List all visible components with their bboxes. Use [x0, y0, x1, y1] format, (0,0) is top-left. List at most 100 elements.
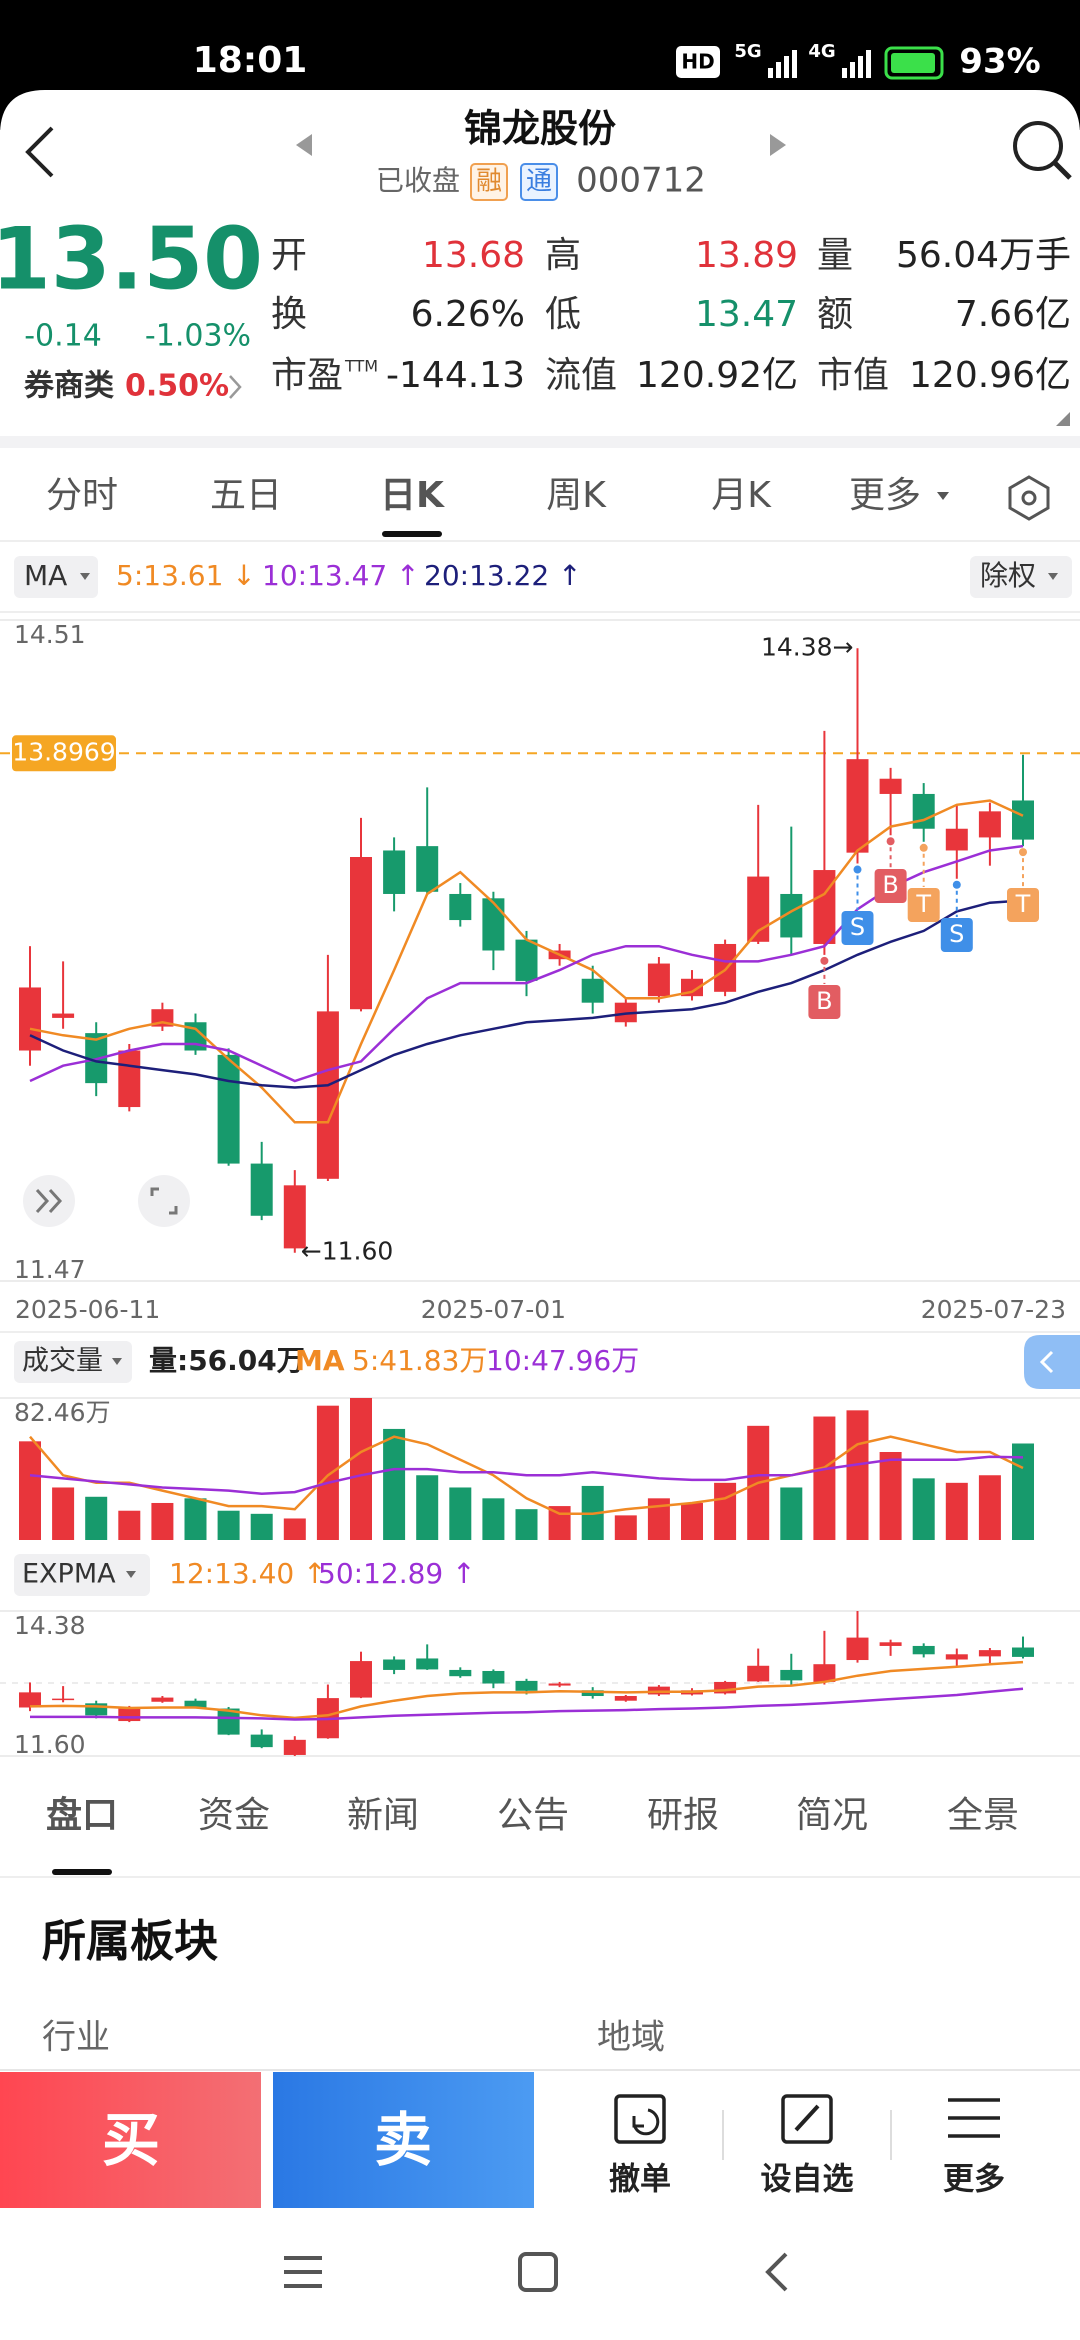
- x-tick-label: 2025-06-11: [15, 1295, 160, 1324]
- side-panel-tab[interactable]: [1024, 1335, 1080, 1389]
- nav-home[interactable]: [518, 2252, 558, 2292]
- section-label: 行业: [42, 2018, 110, 2058]
- volume-bar: [1012, 1443, 1034, 1540]
- signal-box: [940, 918, 973, 952]
- signal-dot: [820, 956, 829, 965]
- field-value: 120.96亿: [909, 355, 1071, 396]
- indicator-line: [29, 1660, 1024, 1720]
- watchlist-icon[interactable]: [781, 2094, 833, 2144]
- adjust-select[interactable]: [970, 556, 1072, 598]
- field-value: -144.13: [386, 355, 525, 396]
- cancel-icon[interactable]: [614, 2094, 666, 2144]
- fullscreen-button[interactable]: [138, 1175, 190, 1227]
- legend-entry: 5:41.83万: [352, 1344, 487, 1377]
- signal-label: B: [882, 871, 898, 899]
- prev-stock[interactable]: [296, 134, 312, 156]
- candle-body: [945, 828, 968, 851]
- field-label: 流值: [545, 355, 617, 396]
- reference-label: 13.8969: [12, 737, 115, 766]
- volume-bar: [52, 1487, 75, 1540]
- volume-bar: [250, 1513, 273, 1540]
- volume-bar: [19, 1441, 41, 1540]
- candle-body: [846, 1637, 869, 1661]
- candle-body: [780, 1669, 803, 1681]
- candle-body: [383, 850, 406, 894]
- field-value: 120.92亿: [636, 355, 798, 396]
- signal-dot: [853, 865, 862, 874]
- signal-box: [874, 869, 907, 903]
- expand-corner[interactable]: [1056, 412, 1070, 426]
- y-tick-label: 11.47: [14, 1255, 86, 1284]
- candle-body: [780, 893, 803, 938]
- y-tick-label: 11.60: [14, 1730, 86, 1759]
- info-tab[interactable]: 资金: [198, 1795, 270, 1836]
- volume-bar: [383, 1428, 406, 1540]
- period-tab[interactable]: 分时: [46, 475, 118, 516]
- candle-body: [581, 1690, 604, 1697]
- back-button[interactable]: [25, 126, 54, 178]
- period-tabs: 分时 五日 日K 周K 月K 更多: [46, 475, 921, 516]
- candle-body: [482, 1670, 505, 1684]
- indicator-line: [30, 1687, 1024, 1721]
- candle-body: [548, 1683, 571, 1686]
- candle-body: [714, 943, 737, 992]
- signal-2: [842, 50, 871, 78]
- period-tab[interactable]: 月K: [711, 475, 772, 516]
- buy-button[interactable]: [0, 2072, 261, 2208]
- collapse-button[interactable]: [23, 1175, 75, 1227]
- indicator-select[interactable]: [14, 556, 98, 598]
- info-tab[interactable]: 研报: [647, 1795, 719, 1836]
- adjust-name: 除权: [980, 559, 1036, 592]
- clock: 18:01: [193, 40, 308, 81]
- signal-box: [841, 911, 874, 945]
- action-label[interactable]: 撤单: [609, 2162, 671, 2198]
- more-icon[interactable]: [948, 2098, 1000, 2138]
- action-label[interactable]: 设自选: [761, 2162, 854, 2198]
- info-tab[interactable]: 全景: [947, 1795, 1019, 1836]
- net-4g: 4G: [808, 41, 835, 62]
- signal-dot: [886, 837, 895, 846]
- sector-arrow[interactable]: [229, 375, 242, 399]
- nav-back[interactable]: [765, 2252, 788, 2292]
- signal-box: [907, 888, 940, 922]
- candle-body: [912, 1645, 935, 1655]
- period-tab[interactable]: 五日: [210, 475, 282, 516]
- period-tab[interactable]: 日K: [380, 475, 445, 516]
- info-tab[interactable]: 新闻: [347, 1795, 419, 1836]
- candle-body: [350, 857, 372, 1010]
- next-stock[interactable]: [770, 134, 786, 156]
- volume-select[interactable]: [14, 1341, 132, 1383]
- volume-bar: [85, 1496, 108, 1540]
- info-tab[interactable]: 公告: [497, 1795, 569, 1836]
- expma-select[interactable]: [14, 1554, 150, 1596]
- extreme-label: 14.38→: [761, 632, 854, 661]
- market-status: 已收盘: [376, 164, 460, 197]
- period-tab[interactable]: 周K: [546, 475, 607, 516]
- volume-indicator: 成交量: [22, 1346, 103, 1377]
- sell-button[interactable]: [273, 2072, 534, 2208]
- candle-body: [416, 846, 439, 892]
- field-value: 13.68: [422, 235, 525, 276]
- info-tab[interactable]: 简况: [796, 1795, 868, 1836]
- search-button[interactable]: [1013, 121, 1072, 180]
- signal-dot: [952, 880, 961, 889]
- nav-menu[interactable]: [284, 2256, 322, 2288]
- field-value: 7.66亿: [955, 294, 1071, 335]
- action-label[interactable]: 更多: [943, 2162, 1005, 2198]
- candle-body: [316, 1011, 339, 1179]
- field-label: 开: [271, 235, 307, 276]
- signal-label: S: [850, 913, 865, 941]
- x-tick-label: 2025-07-23: [921, 1295, 1066, 1324]
- volume-bar: [978, 1475, 1001, 1540]
- info-tab[interactable]: 盘口: [46, 1794, 118, 1836]
- candle-body: [978, 811, 1001, 838]
- legend-entry: 50:12.89 ↑: [318, 1557, 476, 1590]
- settings-icon[interactable]: [1008, 475, 1050, 521]
- field-label: 低: [545, 294, 581, 335]
- period-tab[interactable]: 更多: [849, 475, 921, 516]
- battery: [884, 46, 944, 80]
- candle-body: [714, 1681, 737, 1694]
- candle-body: [581, 978, 604, 1003]
